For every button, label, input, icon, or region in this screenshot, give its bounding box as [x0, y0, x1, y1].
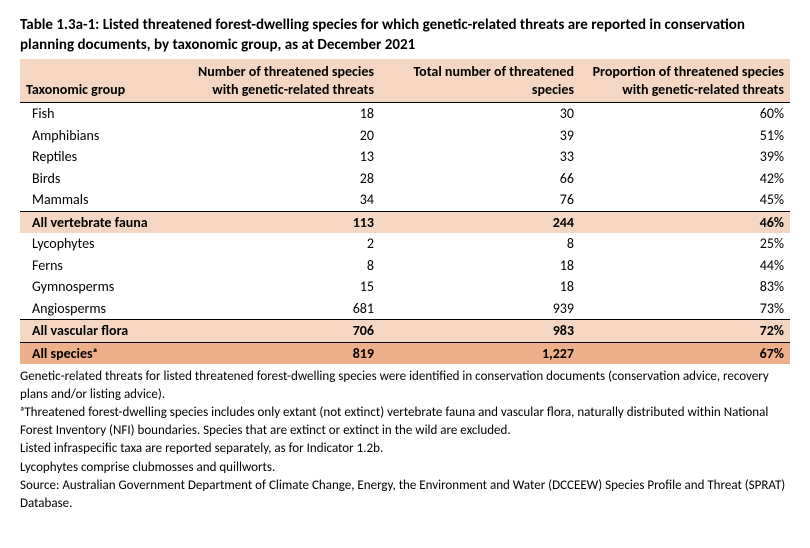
col-header-proportion: Proportion of threatened species with ge…: [580, 59, 790, 103]
col-header-taxonomic: Taxonomic group: [20, 59, 180, 103]
cell-value: 67%: [580, 342, 790, 364]
cell-value: 34: [180, 189, 380, 211]
cell-value: 113: [180, 211, 380, 233]
cell-value: 30: [380, 103, 580, 125]
cell-value: 45%: [580, 189, 790, 211]
subtotal-row: All vertebrate fauna 113 244 46%: [20, 211, 790, 233]
table-notes: Genetic-related threats for listed threa…: [20, 368, 790, 512]
table-row: Birds 28 66 42%: [20, 168, 790, 190]
cell-label: All speciesᵃ: [20, 342, 180, 364]
cell-value: 39: [380, 125, 580, 147]
cell-value: 18: [180, 103, 380, 125]
cell-value: 819: [180, 342, 380, 364]
cell-value: 18: [380, 255, 580, 277]
cell-value: 25%: [580, 233, 790, 255]
table-row: Fish 18 30 60%: [20, 103, 790, 125]
cell-value: 46%: [580, 211, 790, 233]
cell-value: 44%: [580, 255, 790, 277]
cell-label: All vertebrate fauna: [20, 211, 180, 233]
cell-value: 15: [180, 276, 380, 298]
cell-value: 28: [180, 168, 380, 190]
cell-value: 76: [380, 189, 580, 211]
subtotal-row: All vascular flora 706 983 72%: [20, 320, 790, 343]
table-row: Lycophytes 2 8 25%: [20, 233, 790, 255]
cell-value: 983: [380, 320, 580, 343]
table-row: Gymnosperms 15 18 83%: [20, 276, 790, 298]
cell-label: Lycophytes: [20, 233, 180, 255]
cell-label: Fish: [20, 103, 180, 125]
cell-label: Gymnosperms: [20, 276, 180, 298]
grand-total-row: All speciesᵃ 819 1,227 67%: [20, 342, 790, 364]
cell-value: 706: [180, 320, 380, 343]
cell-value: 66: [380, 168, 580, 190]
table-title: Table 1.3a-1: Listed threatened forest-d…: [20, 16, 790, 55]
cell-value: 2: [180, 233, 380, 255]
cell-value: 681: [180, 298, 380, 320]
cell-value: 42%: [580, 168, 790, 190]
cell-label: Mammals: [20, 189, 180, 211]
cell-value: 13: [180, 146, 380, 168]
cell-value: 18: [380, 276, 580, 298]
table-row: Reptiles 13 33 39%: [20, 146, 790, 168]
cell-value: 39%: [580, 146, 790, 168]
note-line: Genetic-related threats for listed threa…: [20, 368, 790, 403]
species-table: Taxonomic group Number of threatened spe…: [20, 59, 790, 364]
cell-value: 939: [380, 298, 580, 320]
cell-value: 73%: [580, 298, 790, 320]
note-line: Listed infraspecific taxa are reported s…: [20, 440, 790, 458]
table-row: Mammals 34 76 45%: [20, 189, 790, 211]
cell-label: Amphibians: [20, 125, 180, 147]
table-row: Amphibians 20 39 51%: [20, 125, 790, 147]
table-row: Ferns 8 18 44%: [20, 255, 790, 277]
table-header-row: Taxonomic group Number of threatened spe…: [20, 59, 790, 103]
cell-value: 83%: [580, 276, 790, 298]
note-line: Source: Australian Government Department…: [20, 477, 790, 512]
cell-label: All vascular flora: [20, 320, 180, 343]
cell-value: 8: [180, 255, 380, 277]
col-header-threats: Number of threatened species with geneti…: [180, 59, 380, 103]
note-line: ᵃThreatened forest-dwelling species incl…: [20, 404, 790, 439]
cell-label: Birds: [20, 168, 180, 190]
col-header-total: Total number of threatened species: [380, 59, 580, 103]
cell-value: 60%: [580, 103, 790, 125]
cell-value: 51%: [580, 125, 790, 147]
note-line: Lycophytes comprise clubmosses and quill…: [20, 459, 790, 477]
cell-label: Angiosperms: [20, 298, 180, 320]
cell-value: 8: [380, 233, 580, 255]
cell-value: 1,227: [380, 342, 580, 364]
cell-label: Reptiles: [20, 146, 180, 168]
cell-value: 20: [180, 125, 380, 147]
cell-value: 33: [380, 146, 580, 168]
cell-value: 72%: [580, 320, 790, 343]
table-row: Angiosperms 681 939 73%: [20, 298, 790, 320]
cell-label: Ferns: [20, 255, 180, 277]
cell-value: 244: [380, 211, 580, 233]
